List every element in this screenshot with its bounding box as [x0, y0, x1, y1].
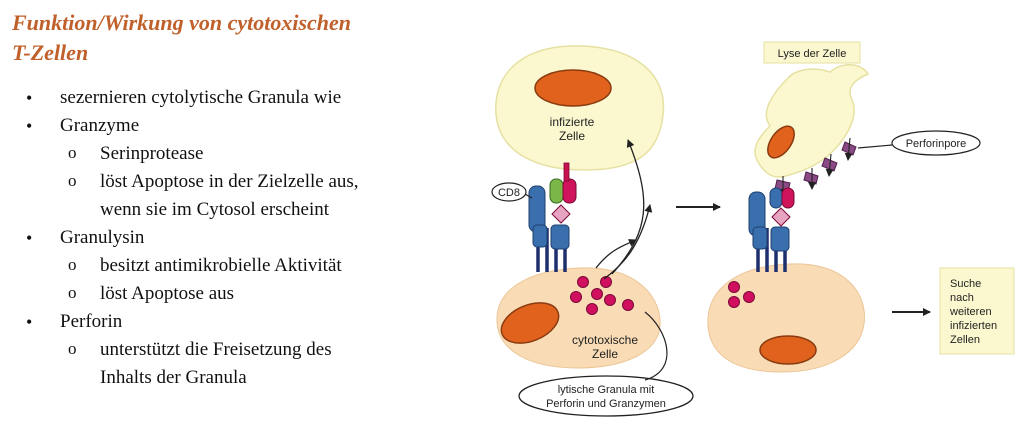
granules [570, 276, 634, 315]
list-item-granulysin: • Granulysin [22, 224, 462, 252]
granula-label: lytische Granula mit [558, 384, 655, 396]
sub-item-continuation: wenn sie im Cytosol erscheint [22, 196, 462, 224]
granule [622, 299, 634, 311]
sub-item-text: besitzt antimikrobielle Aktivität [100, 255, 342, 276]
release-arrow [595, 239, 637, 269]
perforin-pores [774, 137, 857, 197]
sub-item-text: wenn sie im Cytosol erscheint [100, 199, 330, 220]
search-label: weiteren [949, 306, 992, 318]
granule [570, 291, 582, 303]
list-item-granzyme: • Granzyme [22, 112, 462, 140]
search-label-box [939, 267, 1015, 355]
search-label: infizierten [950, 320, 997, 332]
lysed-cell-nucleus [767, 125, 795, 159]
cd8-label: CD8 [498, 187, 520, 199]
perforinpore-pointer [857, 144, 893, 149]
sub-item-text: löst Apoptose aus [100, 283, 235, 304]
sub-item-text: Inhalts der Granula [100, 367, 247, 388]
sub-bullet-marker: o [68, 283, 77, 302]
lysis-label-box [763, 41, 861, 64]
sub-item-apoptose: o löst Apoptose aus [22, 280, 462, 308]
sub-item-antimikrobiell: o besitzt antimikrobielle Aktivität [22, 252, 462, 280]
search-label: nach [950, 292, 974, 304]
list-item-perforin: • Perforin [22, 308, 462, 336]
granule [577, 276, 589, 288]
title-line-1: Funktion/Wirkung von cytotoxischen [12, 10, 352, 35]
sub-item-text: löst Apoptose in der Zielzelle aus, [100, 171, 359, 192]
function-list: • sezernieren cytolytische Granula wie •… [22, 84, 462, 392]
sub-item-continuation: Inhalts der Granula [22, 364, 462, 392]
search-label: Suche [950, 278, 981, 290]
granule [728, 281, 740, 293]
list-item-text: Granulysin [60, 227, 145, 248]
page-title: Funktion/Wirkung von cytotoxischen T-Zel… [12, 8, 472, 68]
sub-bullet-marker: o [68, 143, 77, 162]
search-label: Zellen [950, 334, 980, 346]
sub-item-text: unterstützt die Freisetzung des [100, 339, 332, 360]
cd8-label-bubble [491, 182, 527, 202]
granula-label: Perforin und Granzymen [546, 398, 666, 410]
bullet-marker: • [26, 228, 33, 248]
bullet-marker: • [26, 116, 33, 136]
sub-bullet-marker: o [68, 339, 77, 358]
granule [600, 276, 612, 288]
granule [728, 296, 740, 308]
infected-cell-label: Zelle [559, 129, 585, 143]
granule [604, 294, 616, 306]
sub-bullet-marker: o [68, 171, 77, 190]
title-line-2: T-Zellen [12, 40, 89, 65]
infected-cell [495, 45, 665, 171]
perforinpore-label: Perforinpore [906, 138, 967, 150]
sub-item-apoptose-zielzelle: o löst Apoptose in der Zielzelle aus, [22, 168, 462, 196]
granule [586, 303, 598, 315]
ctl-cell-after [707, 263, 865, 373]
ctl-nucleus-after [759, 335, 817, 365]
release-arrow [611, 139, 645, 275]
list-item-text: Granzyme [60, 115, 140, 136]
list-item-text: sezernieren cytolytische Granula wie [60, 87, 342, 108]
ctl-cell [496, 267, 661, 369]
ctl-nucleus [500, 302, 560, 344]
perforinpore-label-bubble [891, 130, 981, 156]
sub-bullet-marker: o [68, 255, 77, 274]
ctl-label: Zelle [592, 347, 618, 361]
ctl-label: cytotoxische [572, 333, 638, 347]
bullet-marker: • [26, 312, 33, 332]
cd8-pointer [524, 193, 533, 199]
list-item-granula: • sezernieren cytolytische Granula wie [22, 84, 462, 112]
sub-item-text: Serinprotease [100, 143, 204, 164]
tcr-cd8-complex-after [748, 187, 795, 272]
list-item-text: Perforin [60, 311, 123, 332]
granula-label-bubble [518, 375, 694, 417]
release-arrow [603, 204, 653, 280]
granule [743, 291, 755, 303]
infected-cell-nucleus [534, 69, 612, 107]
remaining-granules [728, 281, 755, 308]
sub-item-serinprotease: o Serinprotease [22, 140, 462, 168]
lysed-cell [754, 64, 870, 178]
lysis-label: Lyse der Zelle [778, 48, 847, 60]
sub-item-freisetzung: o unterstützt die Freisetzung des [22, 336, 462, 364]
infected-cell-label: infizierte [550, 115, 595, 129]
tcr-cd8-complex [528, 162, 577, 272]
bullet-marker: • [26, 88, 33, 108]
granula-pointer [644, 311, 668, 381]
granule [591, 288, 603, 300]
